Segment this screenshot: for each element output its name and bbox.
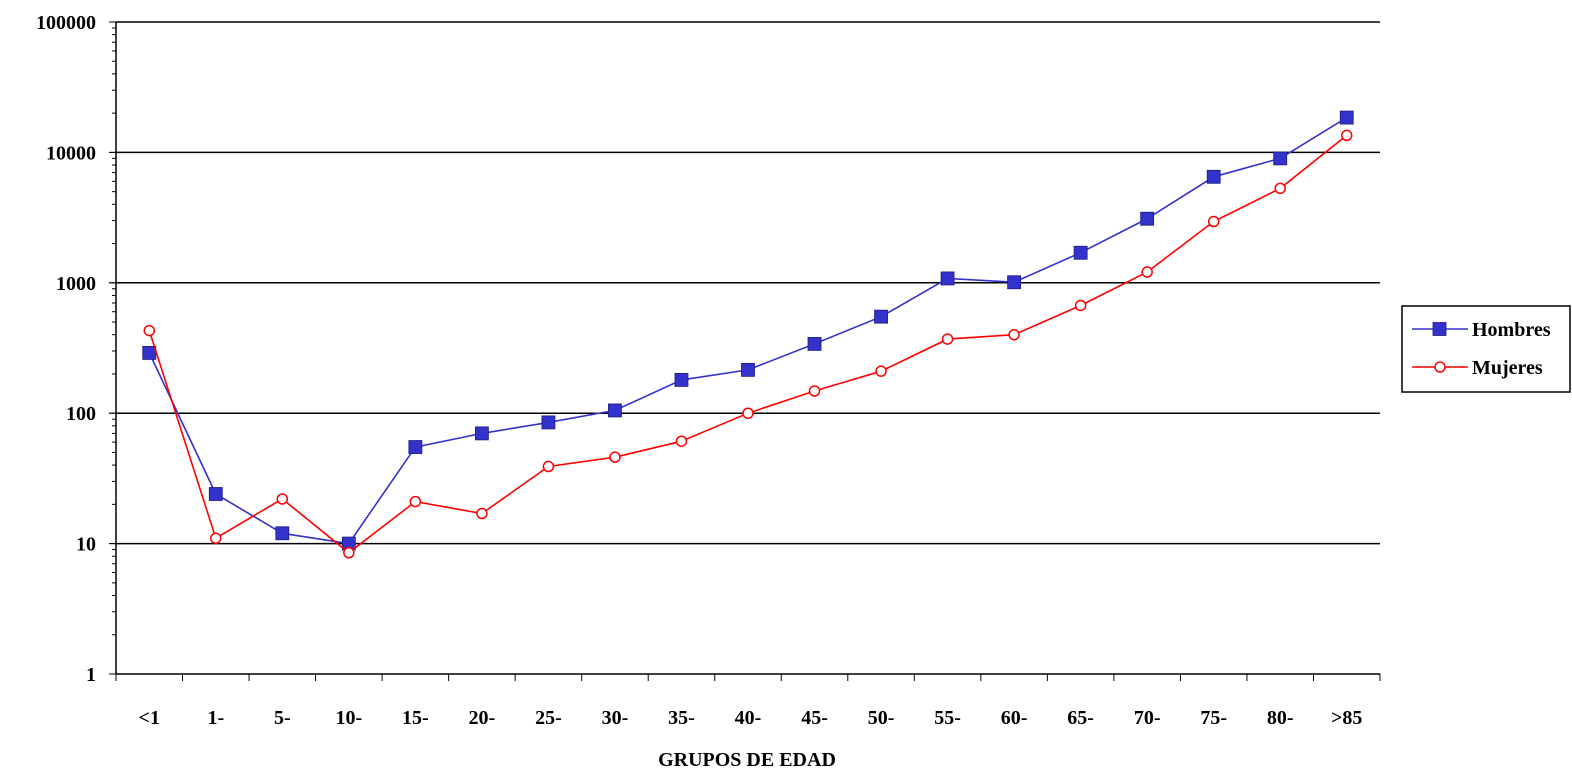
data-point-hombres (208, 487, 223, 501)
data-point-mujeres (143, 324, 156, 337)
data-point-hombres (608, 403, 622, 418)
x-tick-label: 60- (1001, 707, 1028, 729)
x-tick-label: 50- (868, 707, 895, 729)
x-tick-label: 25- (535, 707, 562, 729)
legend-label-hombres: Hombres (1472, 319, 1551, 341)
data-point-mujeres (542, 460, 555, 473)
data-point-hombres (1206, 169, 1221, 184)
data-point-mujeres (1074, 299, 1087, 312)
series-line-hombres (148, 116, 1348, 545)
data-point-hombres (275, 526, 290, 541)
y-tick-label: 1 (86, 664, 96, 686)
x-tick-label: >85 (1331, 707, 1362, 729)
x-tick-label: 1- (207, 707, 224, 729)
data-point-mujeres (742, 407, 754, 419)
data-point-mujeres (875, 365, 887, 377)
data-point-hombres (474, 426, 489, 441)
x-tick-label: 20- (469, 707, 496, 729)
data-point-hombres (142, 346, 157, 360)
data-point-mujeres (276, 493, 289, 505)
series-lines (142, 110, 1354, 559)
y-tick-label: 10 (76, 534, 96, 556)
x-tick-label: 5- (274, 707, 291, 729)
legend: Hombres Mujeres (1401, 305, 1571, 393)
legend-label-mujeres: Mujeres (1472, 357, 1543, 379)
data-point-hombres (1140, 211, 1155, 226)
data-point-hombres (874, 309, 888, 324)
series-line-mujeres (148, 134, 1348, 554)
legend-marker-hombres (1432, 322, 1447, 336)
data-point-mujeres (343, 547, 355, 559)
data-point-mujeres (675, 435, 688, 447)
data-point-mujeres (808, 385, 821, 397)
axes (109, 21, 1381, 681)
x-tick-label: <1 (139, 707, 160, 729)
tick-labels: 1 10 100 1000 10000 100000 <1 1- 5- 10- 15- 20- 25- 3… (36, 12, 1362, 729)
y-tick-label: 1000 (56, 273, 96, 295)
data-point-mujeres (1207, 215, 1220, 228)
legend-marker-mujeres (1434, 361, 1446, 373)
data-point-mujeres (1274, 182, 1286, 195)
data-point-hombres (1339, 110, 1354, 125)
data-point-hombres (674, 373, 689, 387)
x-tick-label: 55- (934, 707, 961, 729)
x-axis-title: GRUPOS DE EDAD (658, 749, 836, 771)
data-point-hombres (1007, 275, 1022, 290)
data-point-hombres (408, 440, 423, 454)
y-tick-label: 10000 (46, 142, 96, 164)
x-tick-label: 15- (402, 707, 429, 729)
data-point-hombres (541, 415, 556, 430)
y-tick-label: 100000 (36, 12, 96, 34)
data-point-mujeres (1141, 266, 1153, 278)
data-point-mujeres (941, 333, 954, 345)
legend-box (1401, 305, 1571, 393)
x-tick-label: 40- (735, 707, 762, 729)
x-tick-label: 35- (668, 707, 695, 729)
data-point-mujeres (1008, 328, 1020, 341)
data-point-hombres (940, 271, 955, 286)
x-tick-label: 30- (602, 707, 629, 729)
data-point-mujeres (1340, 129, 1353, 142)
x-tick-label: 70- (1134, 707, 1161, 729)
data-point-mujeres (409, 495, 422, 508)
y-tick-label: 100 (66, 403, 96, 425)
x-tick-label: 10- (336, 707, 363, 729)
data-point-mujeres (210, 532, 222, 544)
data-point-hombres (741, 362, 755, 377)
data-point-hombres (807, 336, 822, 351)
x-tick-label: 45- (801, 707, 828, 729)
data-point-mujeres (609, 451, 621, 463)
x-tick-label: 80- (1267, 707, 1294, 729)
x-tick-label: 75- (1200, 707, 1227, 729)
grid-lines (116, 21, 1380, 545)
x-tick-label: 65- (1067, 707, 1094, 729)
data-point-mujeres (476, 507, 488, 520)
data-point-hombres (1273, 151, 1288, 166)
data-point-hombres (1073, 245, 1088, 260)
